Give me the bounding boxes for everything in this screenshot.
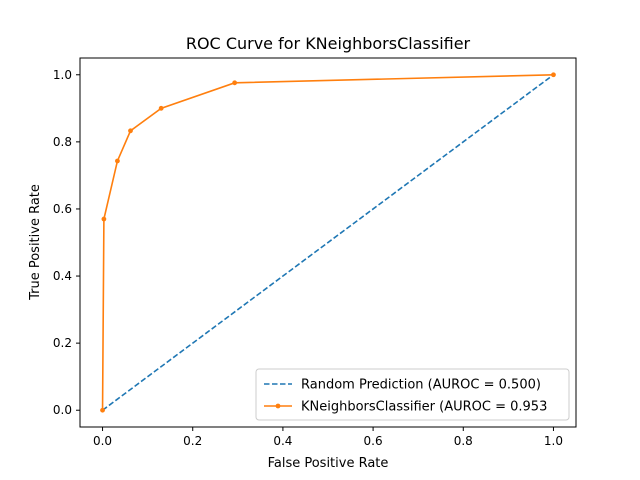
knn-roc-point bbox=[158, 105, 164, 111]
x-tick-label: 0.6 bbox=[364, 434, 383, 448]
knn-roc-point bbox=[100, 407, 105, 413]
x-tick-label: 1.0 bbox=[544, 434, 563, 448]
knn-roc-point bbox=[115, 158, 120, 164]
x-axis-label: False Positive Rate bbox=[268, 456, 389, 471]
x-axis-ticks: 0.0 0.2 0.4 0.6 0.8 1.0 bbox=[93, 427, 563, 448]
x-tick-label: 0.4 bbox=[273, 434, 292, 448]
y-tick-label: 0.4 bbox=[53, 269, 72, 283]
knn-roc-point bbox=[551, 72, 556, 78]
series-layer bbox=[100, 72, 556, 413]
knn-roc-point bbox=[232, 80, 238, 86]
legend-label: Random Prediction (AUROC = 0.500) bbox=[301, 378, 541, 393]
x-tick-label: 0.0 bbox=[93, 434, 112, 448]
plot-frame bbox=[79, 57, 577, 428]
knn-roc-point bbox=[128, 128, 133, 134]
x-tick-label: 0.2 bbox=[183, 434, 202, 448]
knn-roc-point bbox=[101, 216, 107, 222]
y-tick-label: 0.0 bbox=[53, 403, 72, 417]
y-axis-ticks: 0.0 0.2 0.4 0.6 0.8 1.0 bbox=[53, 68, 80, 417]
legend-marker bbox=[275, 403, 281, 409]
x-tick-label: 0.8 bbox=[454, 434, 473, 448]
chart-title: ROC Curve for KNeighborsClassifier bbox=[186, 34, 471, 53]
random-prediction-line bbox=[102, 74, 554, 411]
legend-box bbox=[255, 368, 570, 421]
y-tick-label: 0.2 bbox=[53, 336, 72, 350]
y-tick-label: 0.6 bbox=[53, 202, 72, 216]
y-axis-label: True Positive Rate bbox=[28, 184, 43, 301]
y-tick-label: 0.8 bbox=[53, 135, 72, 149]
legend-label: KNeighborsClassifier (AUROC = 0.953 bbox=[301, 400, 547, 415]
y-tick-label: 1.0 bbox=[53, 68, 72, 82]
legend: Random Prediction (AUROC = 0.500) KNeighb… bbox=[255, 368, 570, 421]
